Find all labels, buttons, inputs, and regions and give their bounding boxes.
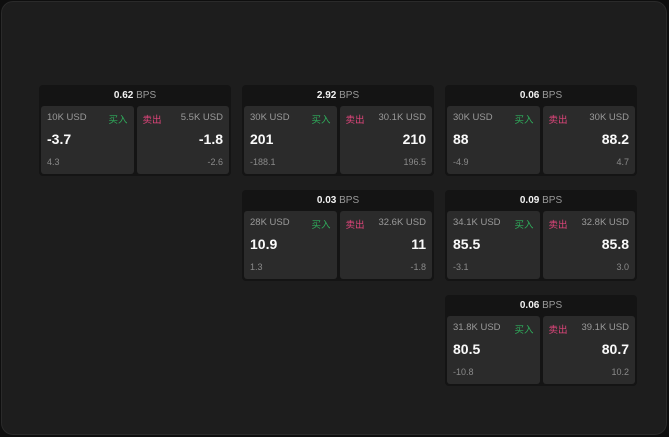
ask-price: 11 <box>411 236 426 252</box>
quote-card: 0.06 BPS 31.8K USD 买入 80.5 -10.8 卖出 39.1K … <box>445 295 637 386</box>
sell-label: 卖出 <box>548 325 568 336</box>
quote-card: 0.09 BPS 34.1K USD 买入 85.5 -3.1 卖出 32.8K U… <box>445 190 637 281</box>
ask-price: -1.8 <box>198 131 223 147</box>
spread-value: 0.06 <box>519 90 540 101</box>
bid-change: -3.1 <box>453 262 469 272</box>
quote-card: 2.92 BPS 30K USD 买入 201 -188.1 卖出 30.1K US… <box>242 85 434 176</box>
sell-label: 卖出 <box>345 220 365 231</box>
bid-price: 85.5 <box>453 236 481 252</box>
buy-label: 买入 <box>311 115 331 126</box>
sell-panel[interactable]: 卖出 32.8K USD 85.8 3.0 <box>542 211 635 279</box>
ask-change: 3.0 <box>616 262 629 272</box>
bid-change: -10.8 <box>453 367 474 377</box>
bid-price: 201 <box>250 131 274 147</box>
quote-card: 0.06 BPS 30K USD 买入 88 -4.9 卖出 30K USD 88.… <box>445 85 637 176</box>
sell-label: 卖出 <box>548 115 568 126</box>
sell-panel[interactable]: 卖出 39.1K USD 80.7 10.2 <box>542 316 635 384</box>
buy-label: 买入 <box>514 325 534 336</box>
spread-header: 0.62 BPS <box>39 85 231 106</box>
sell-label: 卖出 <box>548 220 568 231</box>
spread-header: 0.06 BPS <box>445 85 637 106</box>
ask-price: 85.8 <box>601 236 629 252</box>
spread-header: 0.09 BPS <box>445 190 637 211</box>
sell-label: 卖出 <box>142 115 162 126</box>
bid-price: -3.7 <box>47 131 72 147</box>
spread-unit: BPS <box>542 90 563 101</box>
spread-unit: BPS <box>542 300 563 311</box>
sell-panel[interactable]: 卖出 32.6K USD 11 -1.8 <box>339 211 432 279</box>
bid-price: 80.5 <box>453 341 481 357</box>
ask-size: 32.8K USD <box>581 217 629 228</box>
bid-size: 34.1K USD <box>453 217 501 228</box>
sell-panel[interactable]: 卖出 5.5K USD -1.8 -2.6 <box>136 106 229 174</box>
bid-change: 4.3 <box>47 157 60 167</box>
bid-size: 28K USD <box>250 217 290 228</box>
spread-value: 0.62 <box>113 90 134 101</box>
spread-unit: BPS <box>339 195 360 206</box>
ask-size: 32.6K USD <box>378 217 426 228</box>
ask-change: 10.2 <box>611 367 629 377</box>
spread-header: 0.06 BPS <box>445 295 637 316</box>
spread-unit: BPS <box>542 195 563 206</box>
buy-panel[interactable]: 30K USD 买入 201 -188.1 <box>244 106 337 174</box>
buy-label: 买入 <box>514 220 534 231</box>
ask-size: 30K USD <box>589 112 629 123</box>
bid-size: 30K USD <box>250 112 290 123</box>
ask-size: 5.5K USD <box>180 112 223 123</box>
spread-value: 0.03 <box>316 195 337 206</box>
buy-panel[interactable]: 28K USD 买入 10.9 1.3 <box>244 211 337 279</box>
buy-panel[interactable]: 10K USD 买入 -3.7 4.3 <box>41 106 134 174</box>
spread-value: 2.92 <box>316 90 337 101</box>
spread-unit: BPS <box>136 90 157 101</box>
spread-unit: BPS <box>339 90 360 101</box>
spread-header: 0.03 BPS <box>242 190 434 211</box>
ask-size: 30.1K USD <box>378 112 426 123</box>
ask-change: 196.5 <box>403 157 426 167</box>
bid-change: -188.1 <box>250 157 276 167</box>
buy-label: 买入 <box>514 115 534 126</box>
sell-panel[interactable]: 卖出 30K USD 88.2 4.7 <box>542 106 635 174</box>
bid-price: 88 <box>453 131 469 147</box>
quote-card: 0.03 BPS 28K USD 买入 10.9 1.3 卖出 32.6K USD … <box>242 190 434 281</box>
bid-price: 10.9 <box>250 236 278 252</box>
quote-card: 0.62 BPS 10K USD 买入 -3.7 4.3 卖出 5.5K USD -… <box>39 85 231 176</box>
ask-price: 80.7 <box>601 341 629 357</box>
spread-value: 0.06 <box>519 300 540 311</box>
buy-panel[interactable]: 30K USD 买入 88 -4.9 <box>447 106 540 174</box>
spread-value: 0.09 <box>519 195 540 206</box>
ask-price: 88.2 <box>601 131 629 147</box>
bid-size: 31.8K USD <box>453 322 501 333</box>
sell-label: 卖出 <box>345 115 365 126</box>
buy-panel[interactable]: 34.1K USD 买入 85.5 -3.1 <box>447 211 540 279</box>
buy-label: 买入 <box>311 220 331 231</box>
sell-panel[interactable]: 卖出 30.1K USD 210 196.5 <box>339 106 432 174</box>
ask-size: 39.1K USD <box>581 322 629 333</box>
bid-size: 10K USD <box>47 112 87 123</box>
ask-change: 4.7 <box>616 157 629 167</box>
bid-size: 30K USD <box>453 112 493 123</box>
buy-label: 买入 <box>108 115 128 126</box>
ask-price: 210 <box>402 131 426 147</box>
spread-header: 2.92 BPS <box>242 85 434 106</box>
bid-change: -4.9 <box>453 157 469 167</box>
ask-change: -2.6 <box>207 157 223 167</box>
bid-change: 1.3 <box>250 262 263 272</box>
ask-change: -1.8 <box>410 262 426 272</box>
buy-panel[interactable]: 31.8K USD 买入 80.5 -10.8 <box>447 316 540 384</box>
